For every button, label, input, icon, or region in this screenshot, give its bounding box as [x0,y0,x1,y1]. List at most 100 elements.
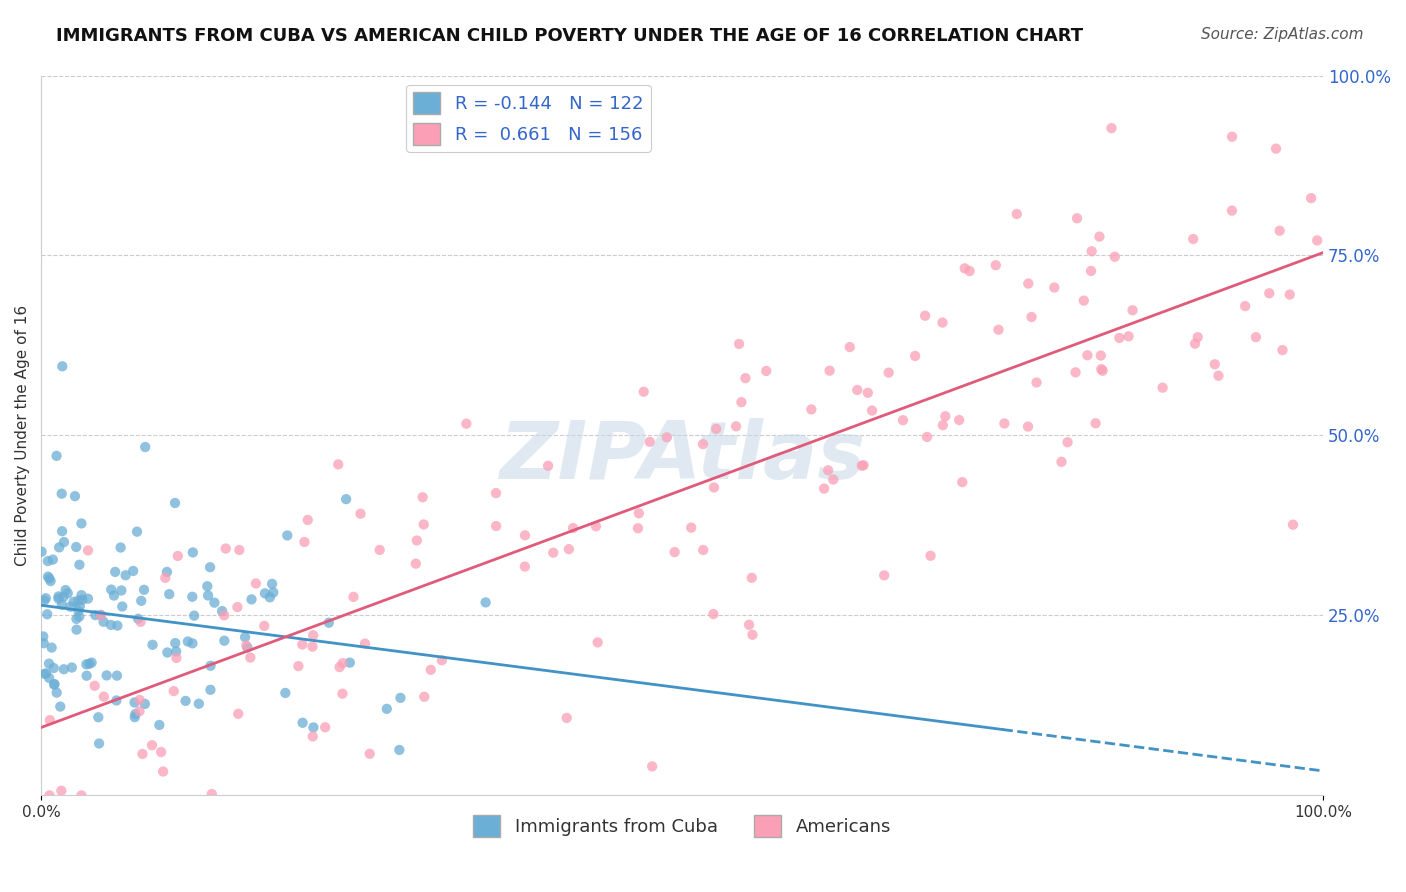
Americans [302,628,325,642]
Americans [412,490,434,504]
Americans [1073,293,1095,308]
Immigrants from Cuba [198,560,221,574]
Immigrants from Cuba [80,656,103,670]
Immigrants from Cuba [76,669,98,683]
Immigrants from Cuba [69,599,91,614]
Americans [846,383,869,397]
Americans [877,366,900,380]
Immigrants from Cuba [49,699,72,714]
Immigrants from Cuba [181,636,204,650]
Americans [1056,435,1078,450]
Americans [993,417,1015,431]
Americans [1306,234,1329,248]
Immigrants from Cuba [44,677,66,691]
Immigrants from Cuba [111,599,134,614]
Text: IMMIGRANTS FROM CUBA VS AMERICAN CHILD POVERTY UNDER THE AGE OF 16 CORRELATION C: IMMIGRANTS FROM CUBA VS AMERICAN CHILD P… [56,27,1084,45]
Americans [226,600,249,615]
Americans [165,651,187,665]
Immigrants from Cuba [124,707,146,722]
Americans [915,430,938,444]
Americans [1090,349,1112,363]
Immigrants from Cuba [156,645,179,659]
Americans [1278,287,1301,301]
Immigrants from Cuba [63,489,86,503]
Immigrants from Cuba [274,686,297,700]
Immigrants from Cuba [233,630,256,644]
Immigrants from Cuba [104,565,127,579]
Americans [852,458,875,473]
Americans [984,258,1007,272]
Americans [638,434,661,449]
Immigrants from Cuba [42,552,65,566]
Americans [1050,455,1073,469]
Americans [800,402,823,417]
Americans [823,473,845,487]
Americans [934,409,956,424]
Text: ZIPAtlas: ZIPAtlas [499,418,865,496]
Americans [860,403,883,417]
Americans [291,638,314,652]
Immigrants from Cuba [124,696,146,710]
Americans [152,764,174,779]
Immigrants from Cuba [34,667,56,681]
Americans [1108,331,1130,345]
Immigrants from Cuba [240,592,263,607]
Americans [354,637,377,651]
Immigrants from Cuba [262,577,284,591]
Americans [1118,329,1140,343]
Immigrants from Cuba [77,591,100,606]
Americans [692,543,714,558]
Americans [1064,365,1087,379]
Americans [702,607,724,621]
Americans [235,639,257,653]
Americans [294,535,316,549]
Immigrants from Cuba [75,657,97,672]
Immigrants from Cuba [197,589,219,603]
Americans [1091,364,1114,378]
Americans [585,519,607,533]
Immigrants from Cuba [39,574,62,588]
Americans [741,628,763,642]
Immigrants from Cuba [211,604,233,618]
Americans [627,521,650,535]
Immigrants from Cuba [389,690,412,705]
Americans [1258,286,1281,301]
Immigrants from Cuba [100,582,122,597]
Immigrants from Cuba [181,590,204,604]
Immigrants from Cuba [148,718,170,732]
Immigrants from Cuba [67,604,90,618]
Americans [419,663,441,677]
Americans [90,608,112,623]
Americans [405,533,427,548]
Immigrants from Cuba [37,607,59,622]
Immigrants from Cuba [35,591,58,606]
Americans [1084,417,1107,431]
Immigrants from Cuba [318,615,340,630]
Immigrants from Cuba [132,582,155,597]
Immigrants from Cuba [32,630,55,644]
Americans [1220,129,1243,144]
Y-axis label: Child Poverty Under the Age of 16: Child Poverty Under the Age of 16 [15,305,30,566]
Americans [641,759,664,773]
Immigrants from Cuba [259,591,281,605]
Americans [239,650,262,665]
Immigrants from Cuba [84,608,107,623]
Americans [1017,277,1039,291]
Immigrants from Cuba [34,593,56,607]
Immigrants from Cuba [90,607,112,622]
Immigrants from Cuba [56,586,79,600]
Americans [128,693,150,707]
Americans [70,789,93,803]
Americans [1101,121,1123,136]
Americans [253,619,276,633]
Americans [891,413,914,427]
Americans [301,730,323,744]
Immigrants from Cuba [253,586,276,600]
Americans [537,458,560,473]
Immigrants from Cuba [375,702,398,716]
Americans [755,364,778,378]
Immigrants from Cuba [474,595,496,609]
Americans [734,371,756,385]
Immigrants from Cuba [236,640,259,655]
Americans [953,261,976,276]
